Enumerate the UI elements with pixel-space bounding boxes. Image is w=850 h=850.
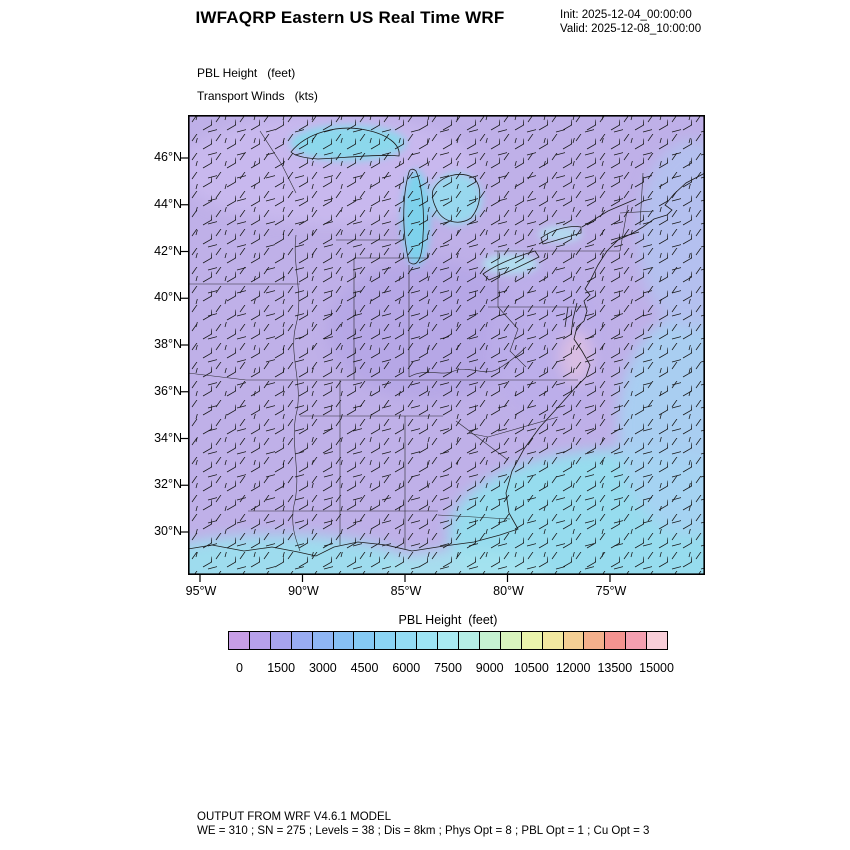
colorbar-tick-label: 7500 <box>434 661 462 675</box>
colorbar-tick-label: 15000 <box>639 661 674 675</box>
map-frame <box>188 115 706 575</box>
colorbar-swatch <box>396 632 418 649</box>
colorbar-swatch <box>270 632 292 649</box>
colorbar-swatch <box>647 632 668 649</box>
lat-tick-label: 40°N <box>154 290 182 305</box>
colorbar-swatch <box>605 632 627 649</box>
colorbar <box>228 631 668 650</box>
colorbar-title: PBL Height (feet) <box>398 613 498 627</box>
colorbar-swatch <box>312 632 334 649</box>
colorbar-swatch <box>479 632 501 649</box>
colorbar-swatch <box>584 632 606 649</box>
colorbar-tick-label: 3000 <box>308 661 337 675</box>
colorbar-tick-label: 4500 <box>350 661 379 675</box>
colorbar-swatch <box>375 632 397 649</box>
lat-tick-label: 36°N <box>154 383 182 398</box>
model-output-line: OUTPUT FROM WRF V4.6.1 MODEL <box>197 811 392 823</box>
colorbar-tick-label: 12000 <box>555 661 591 675</box>
lat-tick-label: 32°N <box>154 477 182 492</box>
colorbar-swatch <box>438 632 459 649</box>
colorbar-tick-label: 10500 <box>514 661 549 675</box>
model-footer: OUTPUT FROM WRF V4.6.1 MODEL WE = 310 ; … <box>197 810 649 838</box>
model-config-line: WE = 310 ; SN = 275 ; Levels = 38 ; Dis … <box>197 825 650 837</box>
lon-tick-label: 75°W <box>595 584 627 598</box>
lon-tick-label: 95°W <box>185 584 217 598</box>
colorbar-tick-label: 0 <box>235 661 243 675</box>
field-variable-label: PBL Height (feet) <box>197 66 296 80</box>
valid-time-text: Valid: 2025-12-08_10:00:00 <box>560 22 702 35</box>
colorbar-swatch <box>626 632 648 649</box>
colorbar-tick-label: 6000 <box>392 661 421 675</box>
colorbar-tick-label: 1500 <box>267 661 296 675</box>
init-time-text: Init: 2025-12-04_00:00:00 <box>560 9 692 21</box>
colorbar-swatch <box>500 632 522 649</box>
colorbar-tick-label: 13500 <box>597 661 633 675</box>
colorbar-tick-label: 9000 <box>475 661 504 675</box>
run-time-info: Init: 2025-12-04_00:00:00 Valid: 2025-12… <box>560 9 701 36</box>
lat-tick-label: 46°N <box>154 150 182 164</box>
lon-tick-label: 90°W <box>288 584 319 598</box>
lat-tick-label: 34°N <box>154 430 182 445</box>
colorbar-swatch <box>417 632 439 649</box>
lat-tick-label: 30°N <box>154 524 182 538</box>
colorbar-swatch <box>333 632 355 649</box>
wind-barbs-layer-b <box>188 115 705 575</box>
figure-title: IWFAQRP Eastern US Real Time WRF <box>195 8 505 27</box>
overlay-variable-label: Transport Winds (kts) <box>197 89 318 103</box>
colorbar-swatch <box>458 632 480 649</box>
colorbar-swatch <box>249 632 271 649</box>
colorbar-swatch <box>291 632 313 649</box>
colorbar-swatch <box>563 632 585 649</box>
lon-tick-label: 85°W <box>390 584 422 598</box>
colorbar-swatch <box>229 632 250 649</box>
map-canvas <box>181 115 706 582</box>
lat-tick-label: 42°N <box>154 243 182 258</box>
colorbar-swatch <box>354 632 376 649</box>
lon-tick-label: 80°W <box>493 584 524 598</box>
colorbar-swatch <box>521 632 543 649</box>
axis-ticks <box>181 157 611 582</box>
colorbar-swatch <box>542 632 564 649</box>
lat-tick-label: 44°N <box>154 196 182 211</box>
lat-tick-label: 38°N <box>154 337 182 351</box>
